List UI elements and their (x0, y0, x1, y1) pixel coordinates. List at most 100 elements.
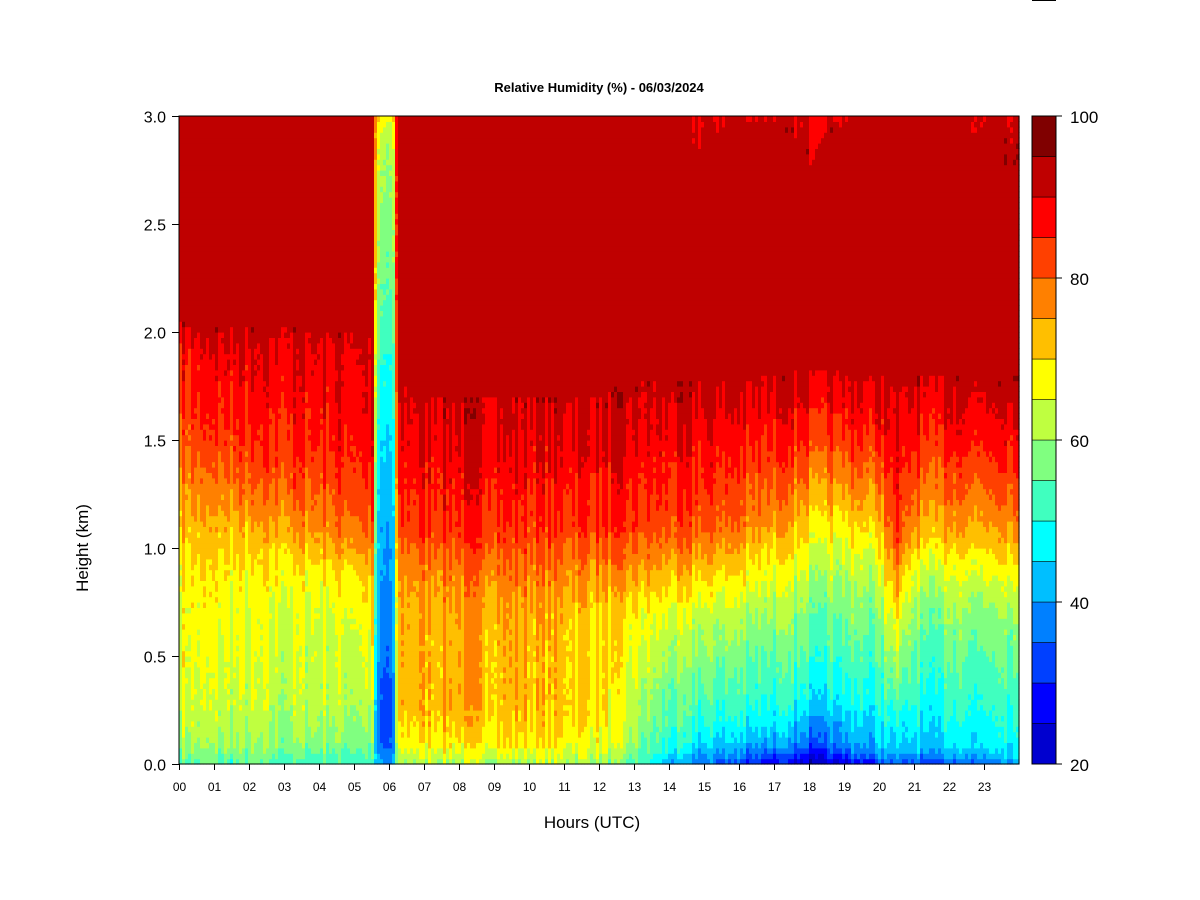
heatmap-cell (212, 132, 216, 139)
heatmap-cell (239, 612, 243, 619)
heatmap-cell (191, 445, 195, 452)
heatmap-cell (185, 121, 189, 128)
heatmap-cell (227, 720, 231, 727)
heatmap-cell (185, 515, 189, 522)
heatmap-cell (215, 326, 219, 333)
heatmap-cell (194, 602, 198, 608)
heatmap-cell (221, 375, 225, 382)
heatmap-cell (236, 629, 240, 635)
heatmap-cell (200, 299, 204, 306)
heatmap-cell (221, 434, 225, 441)
heatmap-cell (197, 612, 201, 619)
heatmap-cell (224, 585, 228, 592)
heatmap-cell (209, 450, 213, 457)
heatmap-cell (197, 315, 201, 322)
heatmap-cell (233, 504, 237, 511)
heatmap-cell (203, 315, 207, 322)
heatmap-cell (221, 715, 225, 722)
heatmap-cell (194, 294, 198, 301)
heatmap-cell (197, 256, 201, 263)
heatmap-cell (197, 132, 201, 139)
heatmap-cell (188, 348, 192, 355)
heatmap-cell (209, 564, 213, 571)
heatmap-cell (236, 348, 240, 355)
heatmap-cell (233, 510, 237, 517)
heatmap-cell (200, 542, 204, 549)
heatmap-cell (188, 369, 192, 376)
heatmap-cell (197, 521, 201, 527)
heatmap-cell (203, 510, 207, 517)
heatmap-cell (182, 585, 186, 592)
heatmap-cell (230, 116, 234, 122)
heatmap-cell (230, 515, 234, 522)
heatmap-cell (227, 688, 231, 695)
heatmap-cell (203, 639, 207, 646)
heatmap-cell (179, 504, 183, 511)
heatmap-cell (182, 369, 186, 376)
heatmap-cell (224, 450, 228, 457)
heatmap-cell (203, 575, 207, 581)
heatmap-cell (221, 569, 225, 576)
heatmap-cell (230, 753, 234, 760)
heatmap-cell (221, 726, 225, 733)
heatmap-cell (179, 261, 183, 268)
heatmap-cell (227, 715, 231, 722)
heatmap-cell (227, 143, 231, 149)
heatmap-cell (221, 607, 225, 614)
heatmap-cell (221, 170, 225, 176)
heatmap-cell (218, 515, 222, 522)
heatmap-cell (197, 677, 201, 684)
heatmap-cell (224, 564, 228, 571)
heatmap-cell (188, 283, 192, 290)
heatmap-cell (194, 326, 198, 333)
heatmap-cell (227, 202, 231, 209)
heatmap-cell (239, 342, 243, 349)
heatmap-cell (179, 137, 183, 144)
heatmap-cell (224, 121, 228, 128)
heatmap-cell (209, 348, 213, 355)
heatmap-cell (215, 548, 219, 554)
heatmap-cell (206, 321, 210, 328)
heatmap-cell (200, 677, 204, 684)
heatmap-cell (239, 375, 243, 382)
heatmap-cell (206, 488, 210, 495)
heatmap-cell (230, 488, 234, 495)
heatmap-cell (233, 197, 237, 203)
heatmap-cell (218, 747, 222, 754)
heatmap-cell (191, 672, 195, 679)
heatmap-cell (239, 537, 243, 544)
heatmap-cell (209, 483, 213, 490)
heatmap-cell (197, 456, 201, 463)
heatmap-cell (218, 353, 222, 360)
heatmap-cell (182, 380, 186, 387)
heatmap-cell (224, 591, 228, 598)
heatmap-cell (218, 429, 222, 436)
heatmap-cell (206, 342, 210, 349)
heatmap-cell (188, 488, 192, 495)
heatmap-cell (206, 164, 210, 171)
heatmap-cell (200, 720, 204, 727)
heatmap-cell (233, 564, 237, 571)
heatmap-cell (212, 531, 216, 538)
heatmap-cell (224, 229, 228, 236)
heatmap-cell (230, 731, 234, 738)
heatmap-cell (230, 159, 234, 166)
heatmap-cell (218, 261, 222, 268)
heatmap-cell (224, 704, 228, 711)
heatmap-cell (209, 575, 213, 581)
heatmap-cell (209, 116, 213, 122)
heatmap-cell (194, 575, 198, 581)
heatmap-cell (212, 645, 216, 652)
heatmap-cell (179, 256, 183, 263)
heatmap-cell (188, 629, 192, 635)
heatmap-cell (203, 191, 207, 198)
heatmap-cell (182, 666, 186, 673)
heatmap-cell (185, 429, 189, 436)
heatmap-cell (197, 369, 201, 376)
heatmap-cell (224, 240, 228, 247)
heatmap-cell (221, 731, 225, 738)
heatmap-cell (224, 650, 228, 657)
heatmap-cell (188, 704, 192, 711)
heatmap-cell (206, 645, 210, 652)
heatmap-cell (206, 720, 210, 727)
